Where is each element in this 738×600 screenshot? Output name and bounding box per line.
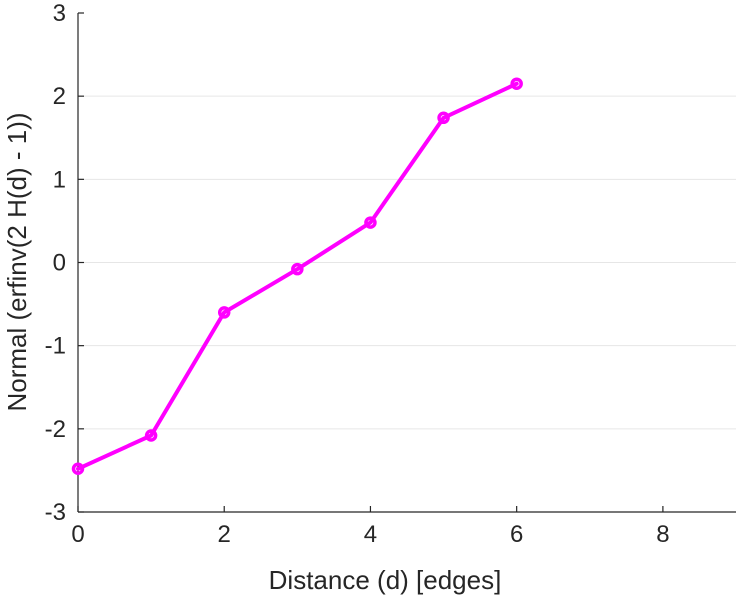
x-axis-label: Distance (d) [edges]: [269, 565, 502, 595]
series-line: [76, 81, 519, 471]
data-point: [437, 111, 450, 125]
y-tick-label: -3: [45, 499, 66, 526]
y-tick-label: 3: [53, 0, 66, 27]
data-point: [364, 216, 377, 229]
x-tick-label: 2: [218, 521, 231, 548]
x-tick-label: 0: [71, 521, 84, 548]
data-point: [291, 262, 304, 276]
data-point: [71, 462, 85, 476]
tick-labels: -3 -2 -1 0 1 2 3 0 2 4 6 8: [45, 0, 670, 548]
x-tick-label: 8: [656, 521, 669, 548]
y-tick-label: 2: [53, 83, 66, 110]
y-tick-label: 0: [53, 250, 66, 277]
series-layer: [71, 77, 523, 476]
data-point: [510, 77, 523, 90]
data-point: [144, 429, 158, 442]
data-point: [217, 306, 231, 319]
axes: [77, 12, 736, 513]
y-tick-label: -1: [45, 333, 66, 360]
y-axis-label: Normal (erfinv(2 H(d) - 1)): [2, 112, 32, 411]
x-tick-label: 4: [364, 521, 377, 548]
grid-lines: [78, 95, 736, 430]
y-tick-label: -2: [45, 416, 66, 443]
y-tick-label: 1: [53, 166, 66, 193]
x-tick-label: 6: [510, 521, 523, 548]
